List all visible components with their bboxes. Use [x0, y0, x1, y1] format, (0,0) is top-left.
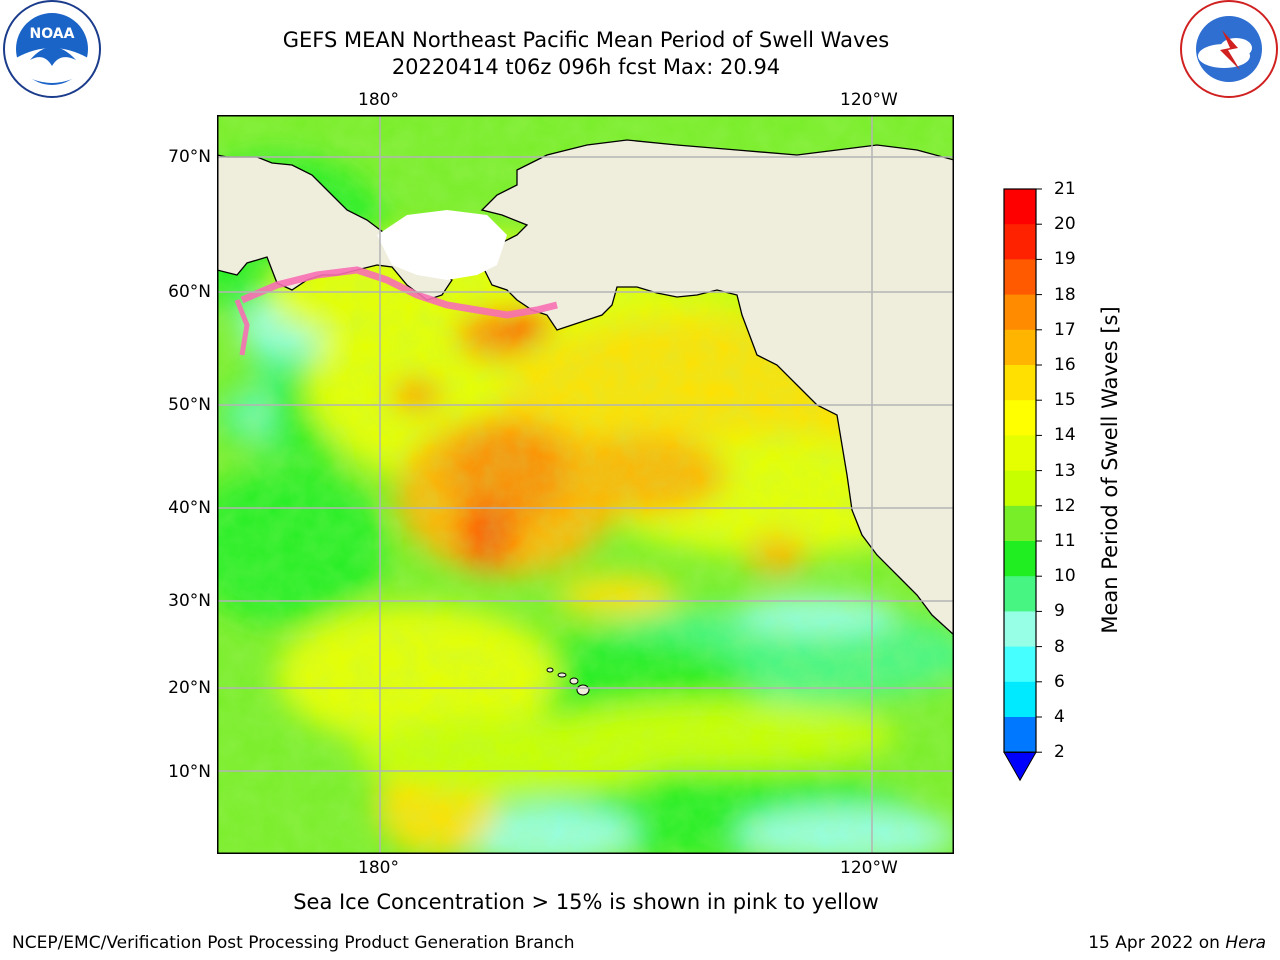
- sea-ice-edge: [240, 266, 558, 319]
- chart-title: GEFS MEAN Northeast Pacific Mean Period …: [282, 28, 890, 52]
- graticule: [217, 115, 954, 854]
- lon-label-bottom-180: 180°: [358, 858, 399, 878]
- colorbar-segment: [1004, 400, 1036, 436]
- colorbar-extend-arrow: [1003, 751, 1037, 782]
- lat-label-40n: 40°N: [168, 498, 211, 518]
- colorbar-segment: [1004, 681, 1036, 718]
- colorbar-tick-label: 6: [1054, 671, 1065, 692]
- colorbar-segment: [1004, 505, 1036, 542]
- colorbar-tick-label: 20: [1054, 214, 1076, 235]
- colorbar-tick-label: 2: [1054, 742, 1065, 763]
- colorbar-segment: [1004, 365, 1036, 401]
- colorbar-tick-label: 18: [1054, 284, 1076, 305]
- colorbar-tick-label: 16: [1054, 355, 1076, 375]
- colorbar-segment: [1004, 541, 1036, 577]
- swell-period-map: [217, 115, 954, 854]
- footer-date: 15 Apr 2022 on Hera: [1088, 933, 1266, 953]
- lat-label-50n: 50°N: [168, 395, 211, 415]
- colorbar-tick-label: 9: [1054, 601, 1065, 622]
- colorbar-segment: [1004, 294, 1036, 331]
- nws-logo: [1180, 0, 1278, 98]
- colorbar-segment: [1004, 435, 1036, 472]
- colorbar-segment: [1004, 189, 1036, 225]
- colorbar-tick-label: 10: [1054, 566, 1076, 587]
- sea-ice-note: Sea Ice Concentration > 15% is shown in …: [293, 890, 879, 914]
- colorbar-label: Mean Period of Swell Waves [s]: [1098, 306, 1122, 634]
- footer-host: Hera: [1225, 933, 1266, 953]
- colorbar: [1003, 188, 1042, 782]
- colorbar-segment: [1004, 224, 1036, 260]
- colorbar-tick-label: 14: [1054, 425, 1076, 446]
- colorbar-segment: [1004, 646, 1036, 683]
- colorbar-tick-label: 15: [1054, 390, 1076, 411]
- lat-label-20n: 20°N: [168, 678, 211, 698]
- lat-label-60n: 60°N: [168, 282, 211, 302]
- noaa-logo: NOAA: [3, 0, 101, 98]
- lat-label-70n: 70°N: [168, 147, 211, 167]
- colorbar-tick-label: 8: [1054, 636, 1065, 657]
- colorbar-tick-label: 13: [1054, 460, 1076, 481]
- colorbar-segment: [1004, 259, 1036, 296]
- colorbar-tick-label: 12: [1054, 495, 1076, 516]
- colorbar-tick-label: 4: [1054, 707, 1065, 727]
- colorbar-segment: [1004, 470, 1036, 507]
- lon-label-top-180: 180°: [358, 90, 399, 110]
- colorbar-segment: [1004, 611, 1036, 648]
- noaa-logo-text: NOAA: [30, 26, 75, 42]
- footer-date-text: 15 Apr 2022 on: [1088, 933, 1226, 953]
- lon-label-bottom-120w: 120°W: [840, 858, 898, 878]
- footer-credit: NCEP/EMC/Verification Post Processing Pr…: [12, 933, 575, 953]
- colorbar-tick-label: 11: [1054, 531, 1076, 551]
- lon-label-top-120w: 120°W: [840, 90, 898, 110]
- colorbar-segment: [1004, 329, 1036, 366]
- colorbar-tick-label: 17: [1054, 319, 1076, 340]
- colorbar-segment: [1004, 576, 1036, 612]
- colorbar-segment: [1004, 717, 1036, 753]
- lat-label-10n: 10°N: [168, 762, 211, 782]
- colorbar-tick-label: 21: [1054, 179, 1076, 199]
- chart-subtitle: 20220414 t06z 096h fcst Max: 20.94: [391, 55, 781, 79]
- colorbar-tick-label: 19: [1054, 249, 1076, 270]
- lat-label-30n: 30°N: [168, 591, 211, 611]
